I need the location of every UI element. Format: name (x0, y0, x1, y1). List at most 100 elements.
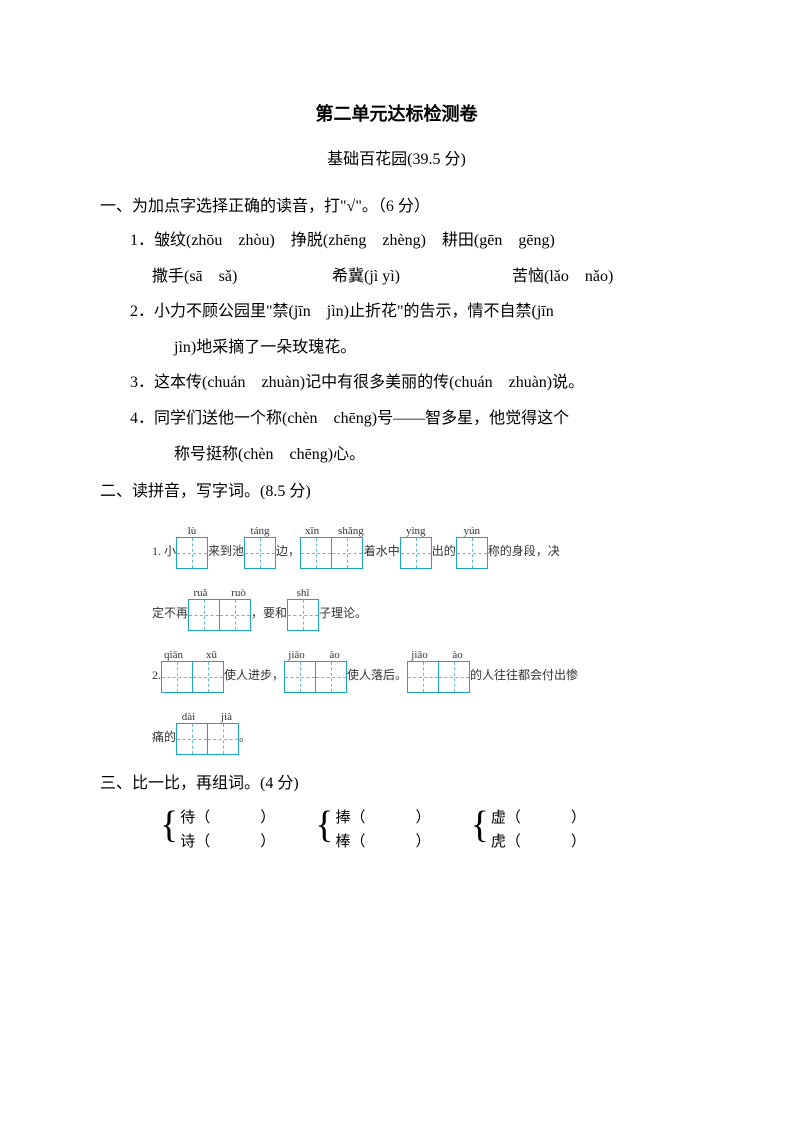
text: 子理论。 (319, 604, 367, 631)
s2-row-2: 定不再 ruǎruò ，要和 shī 子理论。 (152, 585, 693, 631)
s1-item-2b: jìn)地采摘了一朵玫瑰花。 (100, 335, 693, 361)
s1-item-4b: 称号挺称(chèn chēng)心。 (100, 442, 693, 468)
box-group: lù (176, 523, 208, 569)
subtitle: 基础百花园(39.5 分) (100, 147, 693, 173)
word: 待（ (180, 810, 210, 826)
s3-group-2: { 捧（ ） 棒（ ） (315, 806, 430, 854)
char-box[interactable] (176, 537, 208, 569)
s1-item-1-row2: 撒手(sā sǎ) 希冀(jì yì) 苦恼(lǎo nǎo) (100, 264, 693, 290)
s3-row: { 待（ ） 诗（ ） { 捧（ ） 棒（ ） { 虚（ ） 虎（ ） (160, 806, 693, 854)
close: ） (416, 810, 431, 826)
pinyin: jià (215, 709, 239, 723)
text: 出的 (432, 542, 456, 569)
char-box[interactable] (161, 661, 193, 693)
section-2-head: 二、读拼音，写字词。(8.5 分) (100, 479, 693, 505)
brace-icon: { (160, 806, 178, 854)
s1-item-4a: 4．同学们送他一个称(chèn chēng)号——智多星，他觉得这个 (100, 406, 693, 432)
char-box[interactable] (207, 723, 239, 755)
pinyin: shī (291, 585, 315, 599)
section-2: 二、读拼音，写字词。(8.5 分) 1. 小 lù 来到池 táng 边， xī… (100, 479, 693, 755)
s1-i1b: 撒手(sā sǎ) (152, 264, 332, 290)
word: 虎（ (491, 834, 521, 850)
text: 。 (239, 728, 251, 755)
text: 痛的 (152, 728, 176, 755)
text: 边， (276, 542, 300, 569)
word: 诗（ (180, 834, 210, 850)
box-group: táng (244, 523, 276, 569)
pinyin: dài (177, 709, 201, 723)
char-box[interactable] (284, 661, 316, 693)
word: 捧（ (336, 810, 366, 826)
s2-row-3: 2. qiānxū 使人进步， jiāoào 使人落后。 jiāoào 的人往往… (152, 647, 693, 693)
char-box[interactable] (287, 599, 319, 631)
text: 称的身段，决 (488, 542, 560, 569)
pinyin: xīn (300, 523, 324, 537)
close: ） (260, 810, 275, 826)
pinyin: lù (180, 523, 204, 537)
close: ） (260, 834, 275, 850)
char-box[interactable] (188, 599, 220, 631)
pinyin: xū (200, 647, 224, 661)
section-3: 三、比一比，再组词。(4 分) { 待（ ） 诗（ ） { 捧（ ） 棒（ ） { (100, 771, 693, 855)
section-1-head: 一、为加点字选择正确的读音，打"√"。（6 分） (100, 194, 693, 220)
close: ） (571, 834, 586, 850)
char-box[interactable] (456, 537, 488, 569)
box-group: jiāoào (407, 647, 470, 693)
char-box[interactable] (407, 661, 439, 693)
word: 棒（ (336, 834, 366, 850)
box-group: qiānxū (161, 647, 224, 693)
char-box[interactable] (331, 537, 363, 569)
s1-item-3: 3．这本传(chuán zhuàn)记中有很多美丽的传(chuán zhuàn)… (100, 370, 693, 396)
box-group: jiāoào (284, 647, 347, 693)
page-title: 第二单元达标检测卷 (100, 100, 693, 129)
brace-icon: { (315, 806, 333, 854)
text: 来到池 (208, 542, 244, 569)
s2-row-4: 痛的 dàijià 。 (152, 709, 693, 755)
box-group: ruǎruò (188, 585, 251, 631)
close: ） (416, 834, 431, 850)
box-group: shī (287, 585, 319, 631)
text: 着水中 (364, 542, 400, 569)
pinyin: jiāo (408, 647, 432, 661)
s3-group-3: { 虚（） 虎（） (471, 806, 586, 854)
text: 定不再 (152, 604, 188, 631)
word: 虚（ (491, 810, 521, 826)
pinyin: jiāo (285, 647, 309, 661)
box-group: dàijià (176, 709, 239, 755)
char-box[interactable] (300, 537, 332, 569)
pinyin: yìng (404, 523, 428, 537)
text: 2. (152, 666, 161, 693)
text: 的人往往都会付出惨 (470, 666, 578, 693)
pinyin: ào (323, 647, 347, 661)
pinyin: shǎng (338, 523, 364, 537)
pinyin: táng (248, 523, 272, 537)
char-box[interactable] (400, 537, 432, 569)
section-3-head: 三、比一比，再组词。(4 分) (100, 771, 693, 797)
text: ，要和 (251, 604, 287, 631)
char-box[interactable] (192, 661, 224, 693)
close: ） (571, 810, 586, 826)
char-box[interactable] (438, 661, 470, 693)
char-box[interactable] (315, 661, 347, 693)
box-group: xīn shǎng (300, 523, 364, 569)
s2-body: 1. 小 lù 来到池 táng 边， xīn shǎng 着水中 yìng 出的 (100, 523, 693, 755)
pinyin: yún (460, 523, 484, 537)
s1-item-2a: 2．小力不顾公园里"禁(jīn jìn)止折花"的告示，情不自禁(jīn (100, 299, 693, 325)
text: 使人进步， (224, 666, 284, 693)
s3-group-1: { 待（ ） 诗（ ） (160, 806, 275, 854)
pinyin: ào (446, 647, 470, 661)
text: 1. 小 (152, 542, 176, 569)
char-box[interactable] (176, 723, 208, 755)
char-box[interactable] (244, 537, 276, 569)
section-1: 一、为加点字选择正确的读音，打"√"。（6 分） 1．皱纹(zhōu zhòu)… (100, 194, 693, 467)
box-group: yìng (400, 523, 432, 569)
s1-i1c: 希冀(jì yì) (332, 264, 512, 290)
box-group: yún (456, 523, 488, 569)
text: 使人落后。 (347, 666, 407, 693)
pinyin: ruǎ (189, 585, 213, 599)
pinyin: qiān (162, 647, 186, 661)
s1-i1d: 苦恼(lǎo nǎo) (512, 264, 692, 290)
char-box[interactable] (219, 599, 251, 631)
s2-row-1: 1. 小 lù 来到池 táng 边， xīn shǎng 着水中 yìng 出的 (152, 523, 693, 569)
s3-body: { 待（ ） 诗（ ） { 捧（ ） 棒（ ） { 虚（ ） 虎（ ） (100, 806, 693, 854)
